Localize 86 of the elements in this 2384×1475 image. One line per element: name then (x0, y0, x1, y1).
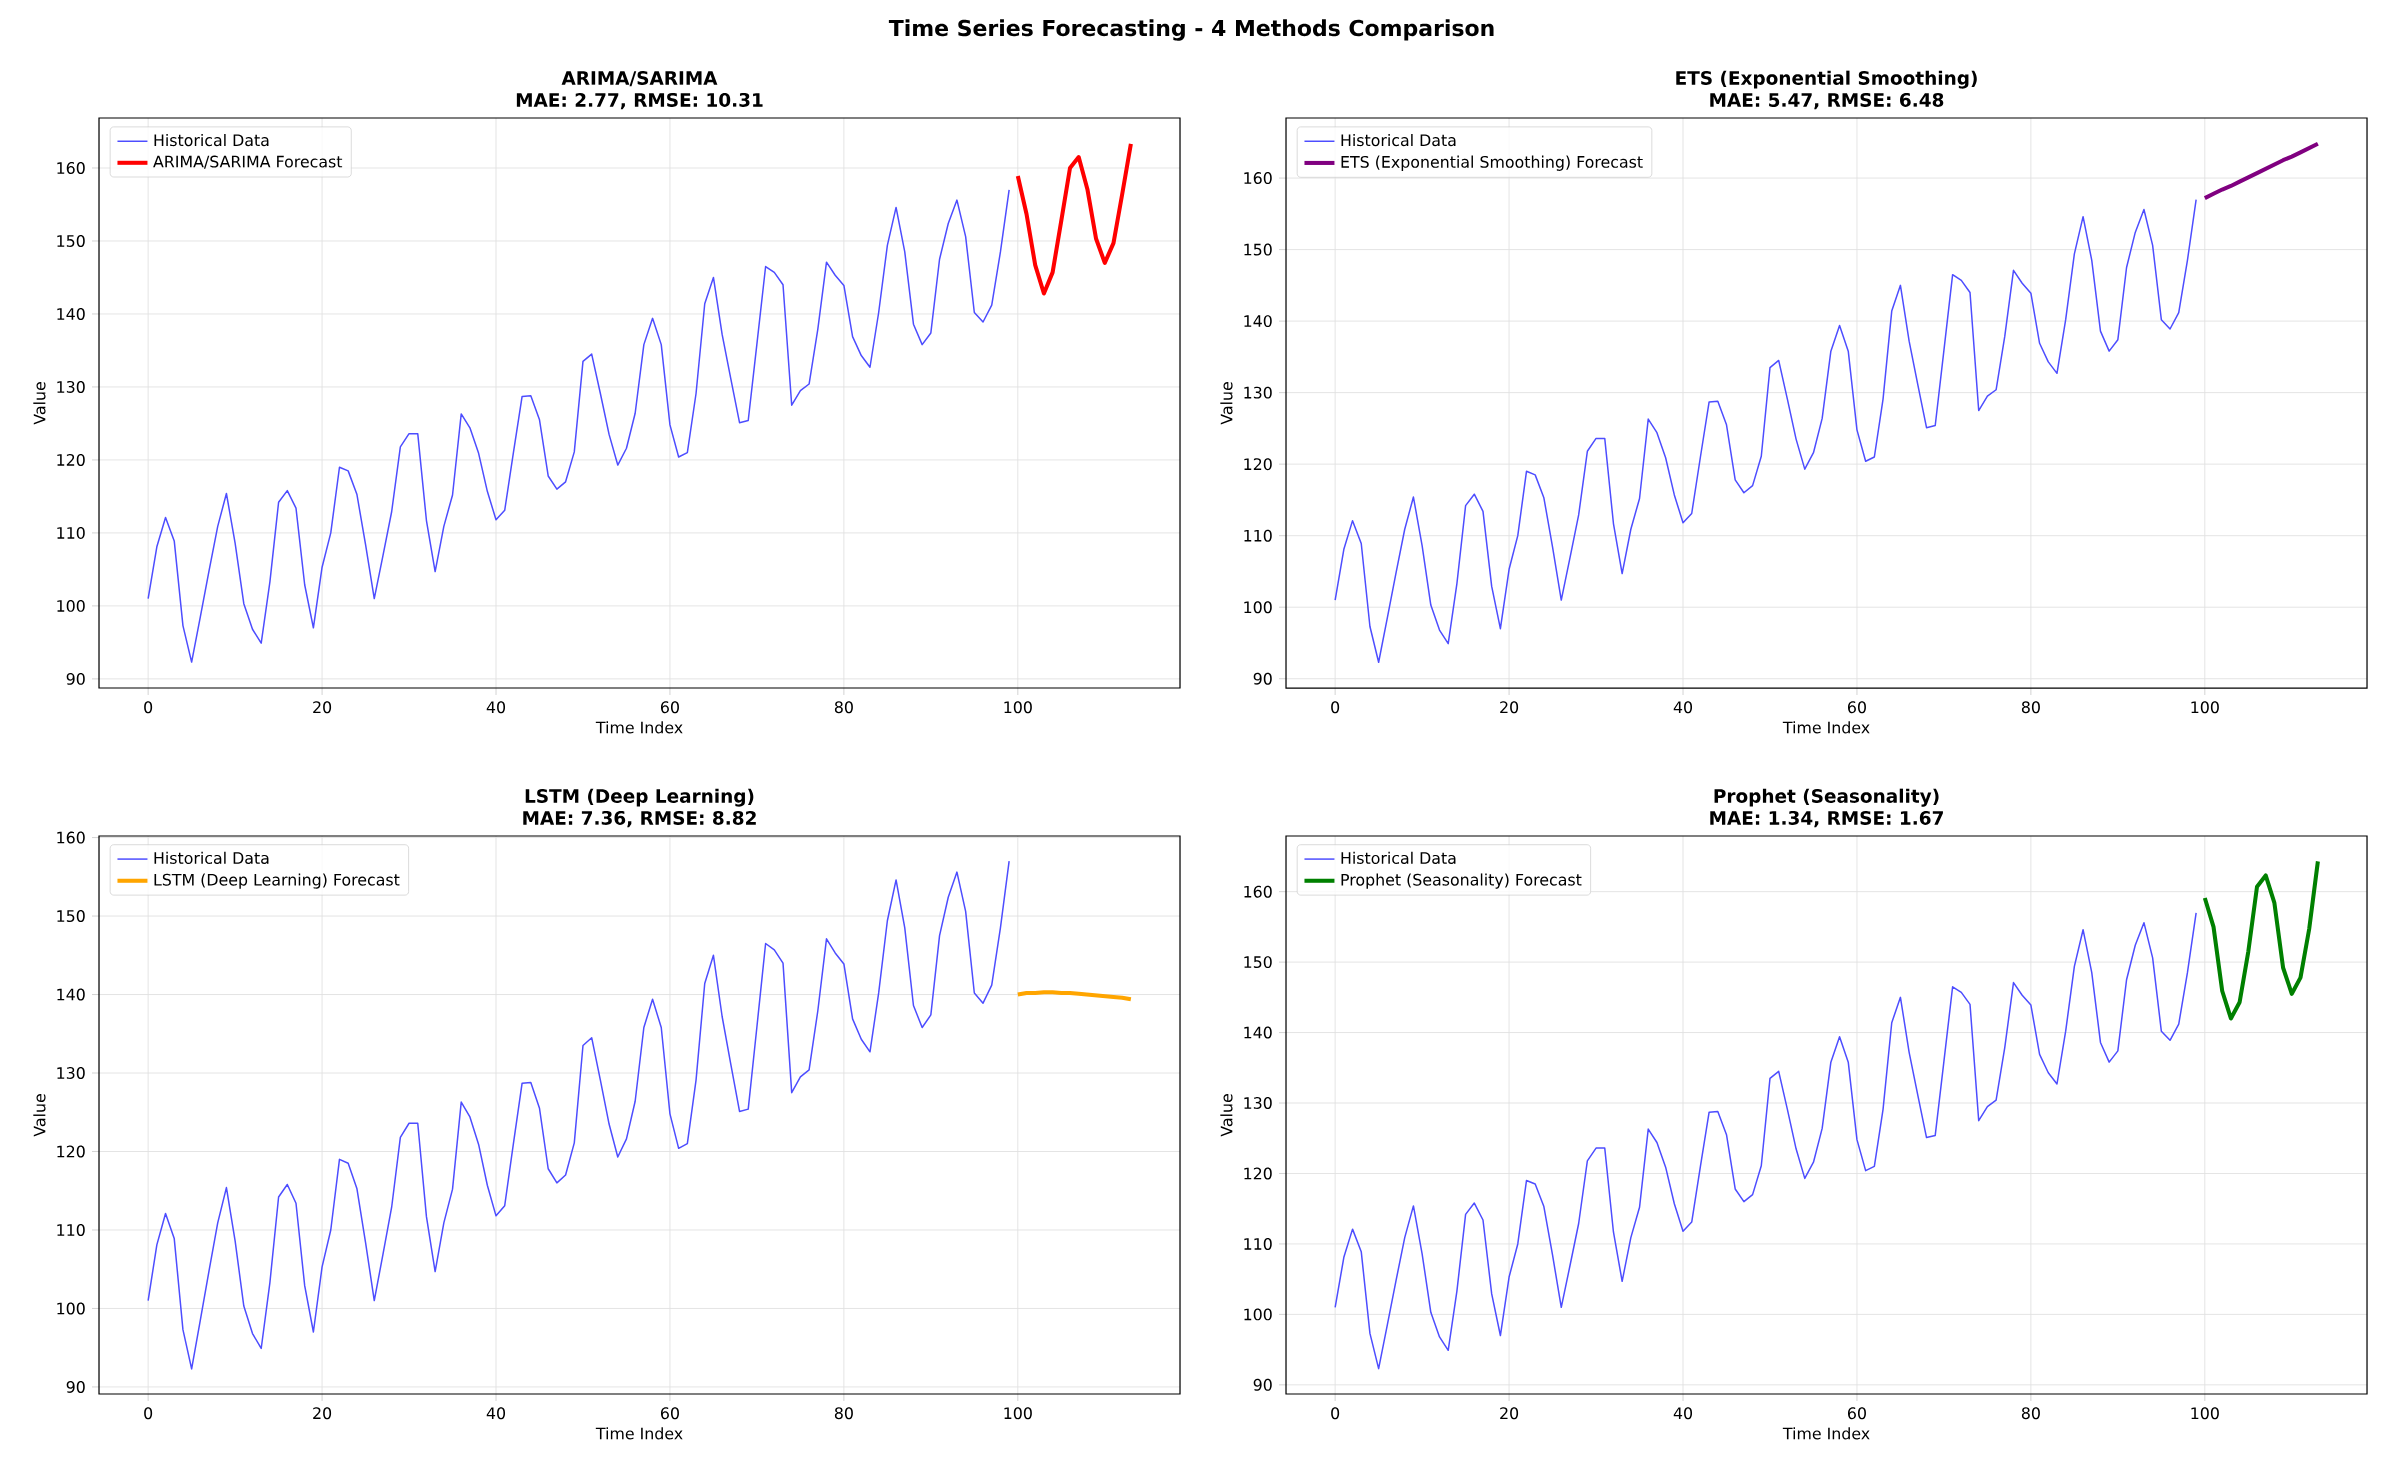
x-tick-label: 40 (1673, 701, 1693, 714)
x-tick-label: 100 (2191, 701, 2219, 714)
x-tick-label: 40 (486, 701, 506, 714)
legend-label: ETS (Exponential Smoothing) Forecast (1341, 155, 1643, 171)
line-series (1334, 198, 2197, 664)
y-tick-label: 140 (57, 988, 85, 1001)
y-tick-label: 130 (57, 1067, 85, 1079)
y-tick-label: 120 (57, 1145, 85, 1158)
y-tick-label: 160 (1244, 172, 1272, 185)
x-tick-label: 20 (1500, 701, 1519, 714)
chart-subtitle: MAE: 2.77, RMSE: 10.31 (516, 92, 763, 110)
chart-subtitle: MAE: 5.47, RMSE: 6.48 (1710, 92, 1944, 110)
x-tick-label: 60 (660, 1407, 679, 1420)
y-tick-label: 100 (1244, 1308, 1272, 1321)
y-tick-label: 90 (1253, 672, 1272, 685)
y-tick-label: 120 (1244, 1167, 1272, 1180)
y-tick-label: 90 (1253, 1378, 1272, 1391)
x-tick-label: 20 (1500, 1407, 1519, 1420)
y-axis-title: Value (1220, 1094, 1233, 1137)
chart-subtitle: MAE: 7.36, RMSE: 8.82 (523, 810, 756, 828)
x-tick-label: 80 (2021, 701, 2040, 714)
y-tick-label: 160 (1244, 885, 1272, 898)
chart-title: Prophet (Seasonality) (1714, 788, 1939, 807)
legend-label: Prophet (Seasonality) Forecast (1341, 873, 1582, 889)
x-tick-label: 40 (486, 1407, 506, 1420)
line-series (1334, 912, 2197, 1370)
x-tick-label: 60 (1848, 701, 1866, 714)
y-axis-title: Value (1220, 382, 1233, 425)
y-tick-label: 160 (57, 831, 85, 844)
y-tick-label: 90 (66, 1380, 85, 1393)
x-tick-label: 100 (2191, 1407, 2219, 1420)
x-axis-title: Time Index (595, 721, 683, 734)
text: Time Series Forecasting - 4 Methods Comparison (888, 19, 1494, 41)
y-tick-label: 150 (1244, 243, 1272, 256)
y-tick-label: 110 (1244, 1237, 1272, 1250)
x-tick-label: 80 (834, 701, 853, 714)
y-tick-label: 150 (57, 910, 85, 923)
chart-title: LSTM (Deep Learning) (525, 788, 754, 807)
x-tick-label: 60 (1848, 1407, 1866, 1420)
y-tick-label: 150 (57, 234, 85, 247)
y-axis-title: Value (33, 382, 46, 425)
x-tick-label: 20 (313, 1407, 332, 1420)
legend-label: Historical Data (154, 133, 269, 147)
y-tick-label: 130 (57, 380, 85, 393)
x-tick-label: 60 (660, 701, 679, 714)
y-tick-label: 100 (57, 599, 85, 612)
x-tick-label: 0 (144, 1407, 153, 1420)
y-tick-label: 150 (1244, 956, 1272, 969)
legend-label: LSTM (Deep Learning) Forecast (154, 873, 400, 889)
y-tick-label: 110 (1244, 529, 1272, 542)
y-tick-label: 110 (57, 1223, 85, 1236)
y-tick-label: 90 (66, 672, 85, 685)
y-tick-label: 120 (57, 453, 85, 466)
x-tick-label: 40 (1673, 1407, 1693, 1420)
line-series (1015, 141, 1133, 296)
y-tick-label: 140 (57, 307, 85, 320)
chart-title: ARIMA/SARIMA (561, 70, 718, 87)
x-tick-label: 80 (834, 1407, 853, 1420)
legend-label: Historical Data (1341, 133, 1456, 147)
x-tick-label: 100 (1004, 701, 1032, 714)
legend-label: ARIMA/SARIMA Forecast (153, 155, 343, 169)
y-tick-label: 100 (1244, 601, 1272, 614)
x-tick-label: 80 (2021, 1407, 2040, 1420)
x-axis-title: Time Index (1782, 1427, 1870, 1440)
y-tick-label: 120 (1244, 458, 1272, 471)
chart-title: ETS (Exponential Smoothing) (1676, 70, 1977, 89)
y-tick-label: 100 (57, 1302, 85, 1315)
y-tick-label: 130 (1244, 1097, 1272, 1110)
y-tick-label: 160 (57, 162, 85, 174)
legend-label: Historical Data (1341, 851, 1456, 864)
x-axis-title: Time Index (595, 1427, 683, 1440)
y-tick-label: 140 (1244, 315, 1272, 328)
y-tick-label: 130 (1244, 386, 1272, 399)
y-axis-title: Value (33, 1094, 46, 1137)
y-tick-label: 140 (1244, 1026, 1272, 1039)
y-tick-label: 110 (57, 526, 85, 539)
line-series (147, 189, 1010, 663)
x-tick-label: 0 (1331, 1407, 1340, 1420)
x-axis-title: Time Index (1782, 721, 1870, 734)
x-tick-label: 20 (313, 701, 332, 714)
x-tick-label: 0 (144, 701, 153, 714)
x-tick-label: 0 (1331, 701, 1340, 714)
x-tick-label: 100 (1004, 1407, 1032, 1420)
legend-label: Historical Data (154, 851, 269, 864)
line-series (2202, 859, 2320, 1021)
chart-subtitle: MAE: 1.34, RMSE: 1.67 (1710, 810, 1943, 828)
